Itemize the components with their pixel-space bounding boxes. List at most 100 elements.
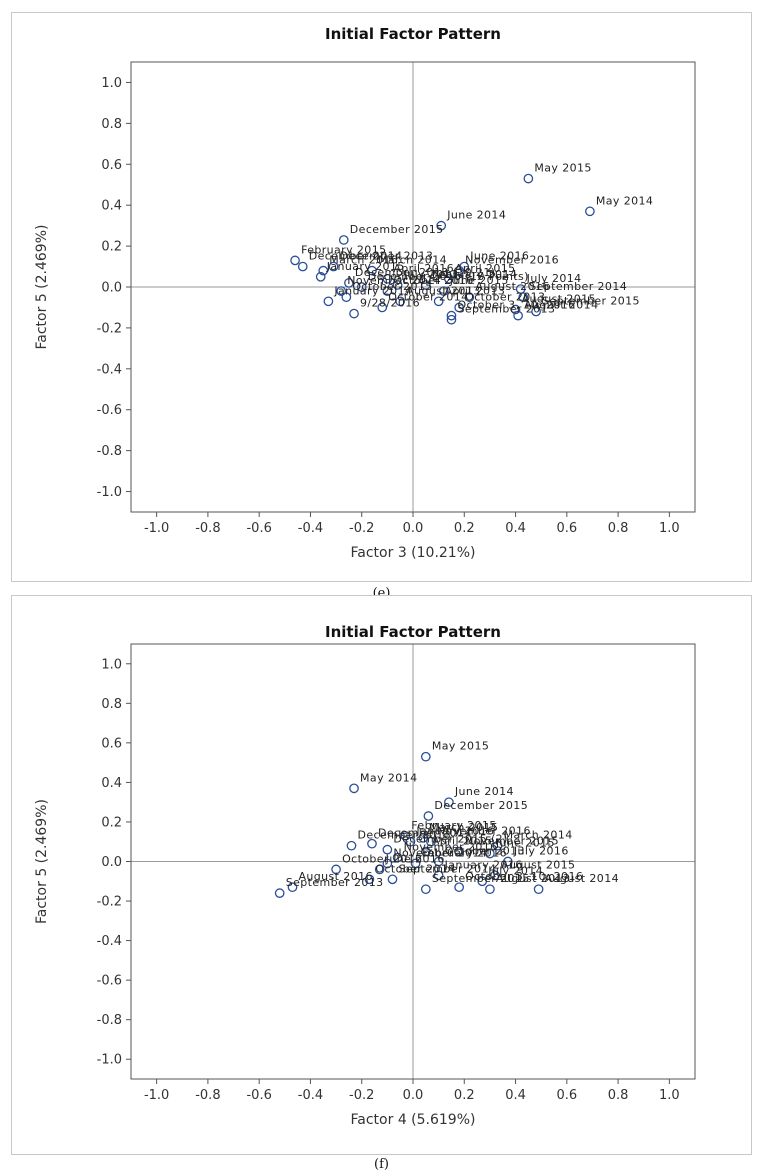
data-point	[433, 296, 444, 307]
data-point-label: October 2016	[342, 852, 422, 865]
data-point-label: October 3, 10, 2016	[465, 870, 583, 883]
y-axis-title: Factor 5 (2.469%)	[34, 799, 50, 924]
caption-f: (f)	[374, 1157, 389, 1172]
x-tick-label: 0.4	[505, 1088, 526, 1103]
data-point-label: August 2014	[545, 872, 619, 885]
data-point	[477, 876, 488, 887]
data-point-label: September 2013	[457, 303, 555, 316]
data-point	[346, 840, 357, 851]
data-point	[436, 220, 447, 231]
data-point-label: February 2015	[301, 243, 386, 256]
data-point-label: September 2015	[542, 295, 640, 308]
data-point-label: July 2013	[403, 268, 459, 281]
data-point	[395, 296, 406, 307]
data-point	[331, 864, 341, 875]
data-point-label: June 2014	[446, 209, 506, 222]
data-point	[454, 302, 464, 313]
data-point-label: January 2016	[444, 858, 523, 871]
data-point	[533, 884, 544, 895]
data-point-label: December 2014	[309, 250, 403, 263]
data-point-label: September 2014	[529, 280, 627, 293]
data-point-label: March 2014	[378, 254, 447, 267]
data-point-label: March 2014	[504, 829, 573, 842]
data-point-label: June 2016	[469, 250, 529, 263]
data-point	[400, 830, 411, 841]
data-point	[518, 292, 529, 303]
data-point	[503, 856, 513, 867]
y-tick-label: 0.6	[101, 736, 122, 751]
data-point	[349, 783, 359, 794]
y-tick-label: 0.2	[101, 815, 122, 830]
y-tick-label: 1.0	[101, 76, 122, 91]
data-point-label: 9/28/2016	[360, 297, 420, 310]
data-point	[523, 173, 534, 184]
data-point	[318, 265, 329, 276]
data-point-label: November 2015	[465, 835, 559, 848]
data-point	[420, 280, 431, 290]
data-point-label: May 2014	[360, 771, 417, 784]
data-point	[392, 852, 403, 863]
data-point-label: August 2015	[522, 293, 596, 306]
data-point-label: October 2013	[445, 845, 525, 858]
x-tick-label: 0.4	[505, 521, 526, 536]
data-point	[485, 848, 495, 859]
y-tick-label: 1.0	[101, 657, 122, 672]
data-point-label: April 2016	[393, 262, 454, 275]
data-point-label: December 2013 (10.21)	[355, 266, 496, 279]
data-point	[492, 840, 503, 851]
data-point	[420, 884, 431, 895]
data-point	[392, 280, 403, 290]
data-point	[420, 751, 431, 762]
y-tick-label: -0.4	[97, 362, 122, 377]
x-tick-label: 0.0	[403, 1088, 424, 1103]
x-tick-label: 0.6	[556, 521, 577, 536]
data-point-label: July 2016	[513, 845, 569, 858]
data-point	[433, 856, 444, 867]
x-axis-title: Factor 4 (5.619%)	[351, 1112, 476, 1128]
data-point-label: April 2015	[455, 262, 516, 275]
data-point-label: December 2015	[350, 223, 444, 236]
data-point	[410, 858, 421, 869]
x-tick-label: 0.0	[403, 521, 424, 536]
y-tick-label: -0.2	[97, 321, 122, 336]
data-point-label: December 2014	[378, 827, 472, 840]
data-point	[377, 302, 388, 313]
data-point-label: March 2015	[429, 821, 498, 834]
data-point	[338, 235, 349, 245]
data-point	[510, 304, 521, 315]
x-tick-label: -0.8	[195, 1088, 220, 1103]
x-tick-label: 0.2	[454, 1088, 475, 1103]
y-axis-title: Factor 5 (2.469%)	[34, 225, 50, 350]
data-point-label: August 2014	[524, 299, 598, 312]
data-point-label: May 2015	[534, 162, 591, 175]
x-tick-label: 0.2	[454, 521, 475, 536]
data-point-label: October 2013	[465, 290, 545, 303]
x-tick-label: -0.8	[195, 521, 220, 536]
data-point	[454, 882, 464, 893]
data-point	[426, 836, 436, 847]
data-point-label: March 2016	[329, 254, 398, 267]
data-point-label: January 2016	[415, 825, 494, 838]
data-point-label: August 2013	[406, 284, 480, 297]
y-tick-label: 0.8	[101, 117, 122, 132]
data-point-label: August 2016	[475, 280, 549, 293]
x-tick-label: -0.2	[349, 1088, 374, 1103]
data-point	[356, 282, 367, 292]
y-tick-label: 0.4	[101, 199, 122, 214]
x-axis-title: Factor 3 (10.21%)	[351, 545, 476, 561]
x-tick-label: -0.4	[298, 521, 323, 536]
data-point-label: February 2015	[411, 819, 496, 832]
data-point	[423, 811, 434, 821]
data-point-label: February 2014	[432, 268, 517, 281]
data-point	[341, 292, 352, 303]
data-point-label: November 2016	[465, 254, 559, 267]
y-tick-label: -0.4	[97, 934, 122, 949]
data-point	[274, 888, 285, 898]
data-point	[315, 271, 326, 282]
data-point-label: October 3, 10, 2016	[457, 299, 575, 312]
data-point	[405, 836, 416, 847]
data-point-label: April 2013	[445, 284, 506, 297]
data-point	[374, 864, 385, 875]
data-point	[387, 874, 398, 885]
x-tick-label: -0.6	[246, 521, 271, 536]
